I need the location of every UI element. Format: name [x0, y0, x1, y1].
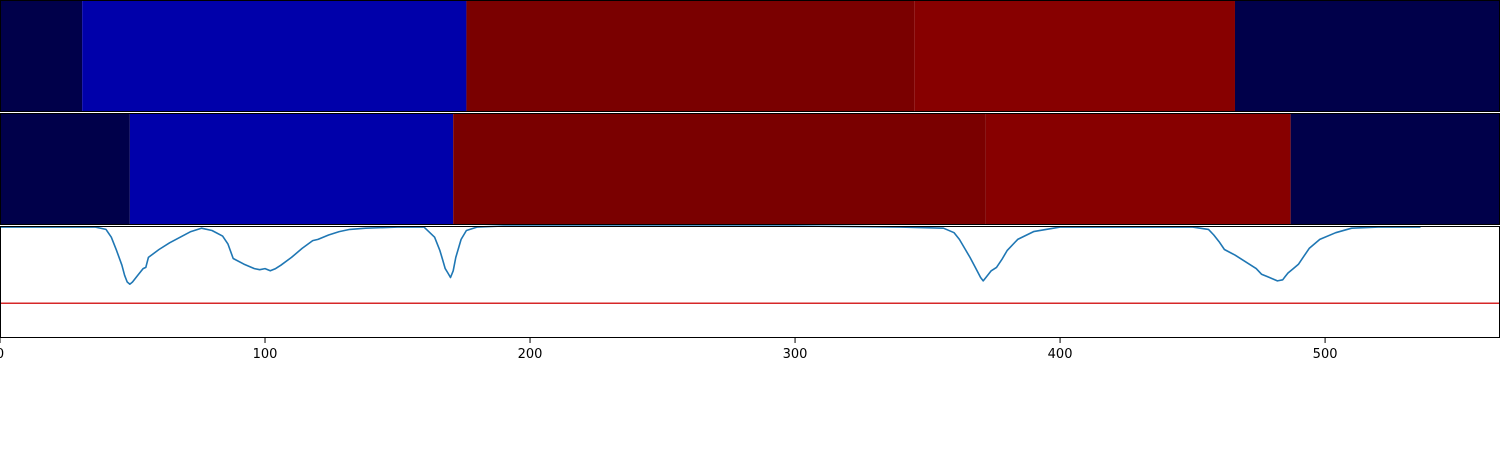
x-axis: 0 100 200 300 400 500 — [0, 338, 1338, 362]
band-segment — [0, 0, 83, 112]
x-tick-label: 400 — [1048, 347, 1073, 362]
band-segment — [466, 0, 915, 112]
band-segment — [985, 113, 1291, 225]
x-tick-label: 200 — [518, 347, 543, 362]
band-row-1 — [0, 0, 1500, 112]
band-segment — [453, 113, 986, 225]
band-segment — [82, 0, 467, 112]
band-rows — [0, 0, 1500, 225]
band-segment — [1234, 0, 1500, 112]
band-segment — [0, 113, 130, 225]
x-tick-label: 300 — [783, 347, 808, 362]
band-segment — [914, 0, 1235, 112]
x-tick-label: 100 — [253, 347, 278, 362]
x-tick-label: 0 — [0, 347, 4, 362]
line-panel — [0, 225, 1500, 305]
series-line — [0, 225, 1421, 286]
x-tick-label: 500 — [1313, 347, 1338, 362]
band-segment — [129, 113, 454, 225]
band-row-2 — [0, 113, 1500, 225]
band-segment — [1290, 113, 1500, 225]
line-panel-frame — [0, 226, 1500, 338]
